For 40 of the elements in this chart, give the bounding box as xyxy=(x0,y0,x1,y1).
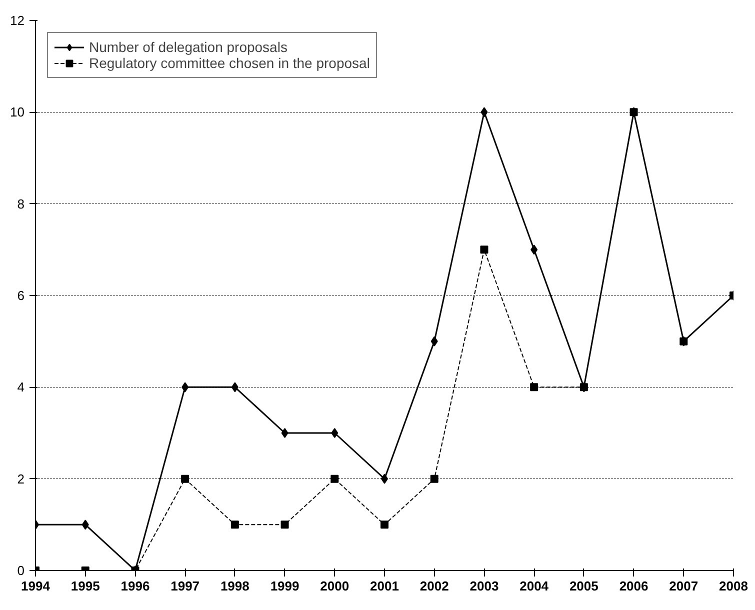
point xyxy=(380,520,388,529)
y-tick-label: 10 xyxy=(10,104,25,120)
x-tick-label: 2005 xyxy=(569,578,598,594)
point xyxy=(230,520,239,529)
point xyxy=(480,246,488,254)
point xyxy=(82,520,89,530)
legend-label: Number of delegation proposals xyxy=(89,39,288,55)
y-tick-label: 8 xyxy=(17,196,25,212)
x-tick-label: 2004 xyxy=(520,578,550,594)
x-tick-label: 1998 xyxy=(220,578,250,594)
x-tick-label: 1996 xyxy=(120,578,150,594)
y-tick-label: 4 xyxy=(17,380,25,395)
point xyxy=(480,107,488,118)
x-tick-label: 2006 xyxy=(619,578,648,594)
y-tick-label: 2 xyxy=(17,471,25,486)
point xyxy=(430,336,438,346)
point xyxy=(530,244,538,255)
x-tick-label: 2007 xyxy=(669,578,698,594)
y-tick-label: 12 xyxy=(10,13,25,28)
x-tick-label: 1994 xyxy=(21,578,51,594)
x-tick-label: 1999 xyxy=(270,578,300,594)
point xyxy=(281,428,288,438)
x-tick-label: 2008 xyxy=(719,578,748,594)
x-tick-label: 2000 xyxy=(320,578,350,594)
point xyxy=(181,474,190,483)
point xyxy=(182,382,189,392)
y-tick-label: 6 xyxy=(17,288,25,303)
x-tick-label: 2003 xyxy=(470,578,499,594)
point xyxy=(430,474,438,483)
x-tick-label: 2002 xyxy=(420,578,449,594)
x-tick-label: 1997 xyxy=(170,578,200,594)
x-tick-label: 1995 xyxy=(70,578,100,594)
point xyxy=(280,520,289,529)
y-tick-label: 0 xyxy=(17,563,25,578)
point xyxy=(231,382,238,392)
point xyxy=(330,474,339,483)
legend-label: Regulatory committee chosen in the proposal xyxy=(89,55,370,71)
point xyxy=(530,383,538,392)
point xyxy=(331,428,338,438)
x-tick-label: 2001 xyxy=(370,578,399,594)
